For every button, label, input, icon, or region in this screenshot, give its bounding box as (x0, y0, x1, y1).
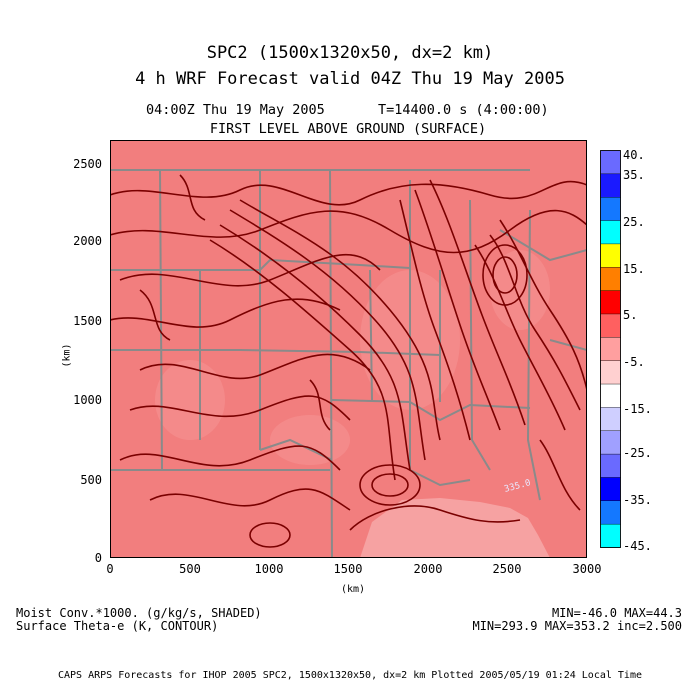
colorbar-cell (600, 453, 621, 478)
shaded-min-max: MIN=-46.0 MAX=44.3 (551, 606, 682, 620)
colorbar-label-minus25: -25. (623, 446, 652, 460)
colorbar-label-minus45: -45. (623, 539, 652, 553)
colorbar-cell (600, 150, 621, 175)
x-tick-2500: 2500 (492, 562, 522, 576)
colorbar-cell (600, 313, 621, 338)
colorbar (600, 150, 621, 548)
colorbar-label-25: 25. (623, 215, 645, 229)
colorbar-cell (600, 407, 621, 432)
colorbar-cell (600, 337, 621, 362)
y-tick-1500: 1500 (73, 314, 102, 328)
title-line-1: SPC2 (1500x1320x50, dx=2 km) (206, 43, 494, 63)
theta-e-contours (110, 174, 587, 548)
valid-time: 04:00Z Thu 19 May 2005 (146, 102, 325, 118)
colorbar-cell (600, 430, 621, 455)
colorbar-cell (600, 220, 621, 245)
colorbar-label-5: 5. (623, 308, 638, 322)
y-tick-0: 0 (94, 551, 102, 565)
colorbar-label-minus35: -35. (623, 493, 652, 507)
forecast-time: T=14400.0 s (4:00:00) (378, 102, 549, 118)
colorbar-cell (600, 197, 621, 222)
colorbar-cell (600, 267, 621, 292)
level-label: FIRST LEVEL ABOVE GROUND (SURFACE) (209, 121, 487, 137)
plot-credit: CAPS ARPS Forecasts for IHOP 2005 SPC2, … (58, 670, 642, 681)
y-axis-unit: (km) (61, 343, 73, 368)
y-tick-500: 500 (80, 473, 102, 487)
colorbar-cell (600, 500, 621, 525)
x-tick-0: 0 (106, 562, 114, 576)
colorbar-cell (600, 360, 621, 385)
y-tick-2500: 2500 (73, 157, 102, 171)
shaded-field-label: Moist Conv.*1000. (g/kg/s, SHADED) (16, 606, 262, 620)
colorbar-label-minus5: -5. (623, 355, 645, 369)
colorbar-label-minus15: -15. (623, 402, 652, 416)
colorbar-cell (600, 290, 621, 315)
colorbar-cell (600, 173, 621, 198)
y-tick-2000: 2000 (73, 234, 102, 248)
x-tick-1500: 1500 (333, 562, 363, 576)
y-tick-1000: 1000 (73, 393, 102, 407)
colorbar-label-40: 40. (623, 148, 645, 162)
gulf-area (360, 498, 550, 558)
state-borders (110, 169, 587, 558)
x-tick-1000: 1000 (254, 562, 284, 576)
map-frame (110, 140, 587, 558)
colorbar-cell (600, 383, 621, 408)
map-plot: 335.0 (110, 140, 587, 558)
title-line-2: 4 h WRF Forecast valid 04Z Thu 19 May 20… (135, 69, 565, 89)
colorbar-cell (600, 477, 621, 502)
x-tick-2000: 2000 (413, 562, 443, 576)
contour-min-max: MIN=293.9 MAX=353.2 inc=2.500 (472, 619, 682, 633)
x-axis-unit: (km) (341, 584, 366, 595)
x-tick-3000: 3000 (572, 562, 602, 576)
x-tick-500: 500 (179, 562, 201, 576)
colorbar-cell (600, 243, 621, 268)
colorbar-label-35: 35. (623, 168, 645, 182)
colorbar-label-15: 15. (623, 262, 645, 276)
colorbar-cell (600, 523, 621, 548)
contour-field-label: Surface Theta-e (K, CONTOUR) (16, 619, 219, 633)
